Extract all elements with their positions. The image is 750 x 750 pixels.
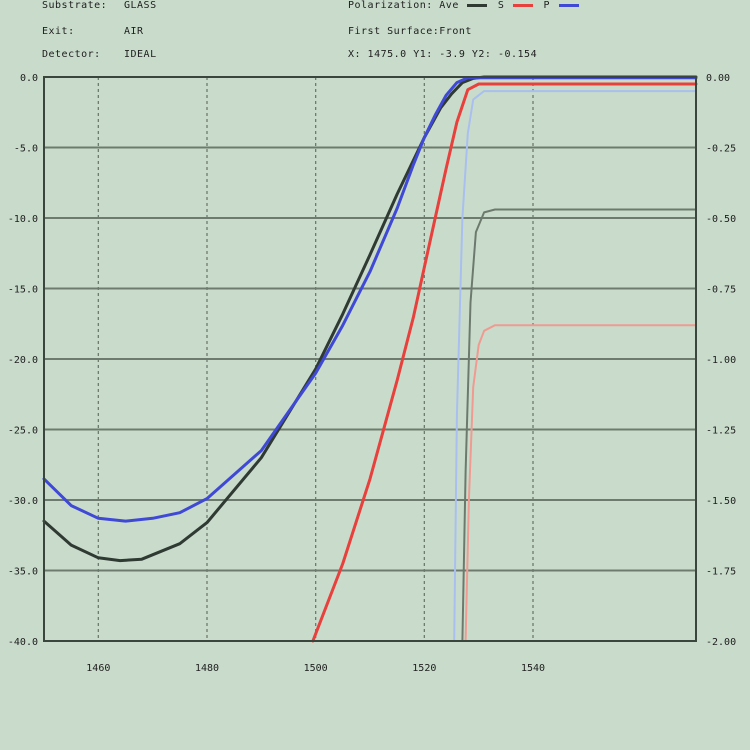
series-line-light-blue bbox=[453, 90, 697, 642]
surface-row: First Surface:Front bbox=[348, 26, 472, 37]
polarization-label: Polarization: Ave bbox=[348, 0, 459, 11]
y-right-tick-label-4: -1.00 bbox=[706, 355, 736, 366]
series-group bbox=[42, 75, 698, 643]
series-line-gray-line bbox=[461, 208, 697, 642]
x-tick-label-4: 1540 bbox=[521, 663, 545, 674]
readout-row: X: 1475.0 Y1: -3.9 Y2: -0.154 bbox=[348, 49, 537, 60]
series-line-dark bbox=[42, 75, 698, 563]
y-right-tick-label-6: -1.50 bbox=[706, 496, 736, 507]
x-tick-label-2: 1500 bbox=[304, 663, 328, 674]
y-right-tick-label-8: -2.00 bbox=[706, 637, 736, 648]
y-left-tick-label-1: -5.0 bbox=[14, 144, 38, 155]
x-tick-label-0: 1460 bbox=[86, 663, 110, 674]
plot-frame bbox=[43, 76, 697, 642]
y-left-tick-label-3: -15.0 bbox=[8, 285, 38, 296]
exit-label: Exit: bbox=[42, 26, 75, 37]
y-left-tick-label-8: -40.0 bbox=[8, 637, 38, 648]
legend-swatch-ave bbox=[467, 3, 488, 7]
series-line-blue bbox=[42, 76, 698, 523]
substrate-label: Substrate: bbox=[42, 0, 108, 11]
detector-label: Detector: bbox=[42, 49, 101, 60]
legend-label-s: S bbox=[497, 0, 505, 11]
y-left-tick-label-5: -25.0 bbox=[8, 426, 38, 437]
legend-label-p: P bbox=[543, 0, 551, 11]
detector-value: IDEAL bbox=[124, 49, 157, 60]
substrate-value: GLASS bbox=[124, 0, 157, 11]
y-left-tick-label-4: -20.0 bbox=[8, 355, 38, 366]
y-right-tick-label-3: -0.75 bbox=[706, 285, 736, 296]
legend-swatch-p bbox=[558, 3, 579, 7]
polarization-row: Polarization: Ave S P bbox=[348, 0, 583, 11]
tick-labels: 0.0 -5.0 -10.0 -15.0 -20.0 -25.0 -30.0 -35.0 -40… bbox=[8, 73, 736, 674]
cursor-readout: X: 1475.0 Y1: -3.9 Y2: -0.154 bbox=[348, 49, 538, 60]
detector-row: Detector: IDEAL bbox=[42, 49, 157, 60]
y-right-tick-label-5: -1.25 bbox=[706, 426, 736, 437]
y-right-tick-label-0: 0.00 bbox=[706, 73, 730, 84]
legend-swatch-s bbox=[512, 3, 533, 7]
y-right-tick-label-2: -0.50 bbox=[706, 214, 736, 225]
y-left-tick-label-6: -30.0 bbox=[8, 496, 38, 507]
y-right-tick-label-7: -1.75 bbox=[706, 567, 736, 578]
exit-row: Exit: AIR bbox=[42, 26, 144, 37]
y-left-tick-label-0: 0.0 bbox=[20, 73, 38, 84]
substrate-row: Substrate: GLASS bbox=[42, 0, 157, 11]
series-line-red bbox=[311, 82, 698, 643]
chart-header: Substrate: GLASS Exit: AIR Detector: IDEAL … bbox=[0, 0, 750, 70]
surface-label: First Surface:Front bbox=[348, 26, 472, 37]
x-tick-label-1: 1480 bbox=[195, 663, 219, 674]
y-left-tick-label-2: -10.0 bbox=[8, 214, 38, 225]
y-left-tick-label-7: -35.0 bbox=[8, 567, 38, 578]
series-line-light-red bbox=[464, 324, 697, 642]
y-right-tick-label-1: -0.25 bbox=[706, 144, 736, 155]
x-tick-label-3: 1520 bbox=[412, 663, 436, 674]
exit-value: AIR bbox=[124, 26, 144, 37]
